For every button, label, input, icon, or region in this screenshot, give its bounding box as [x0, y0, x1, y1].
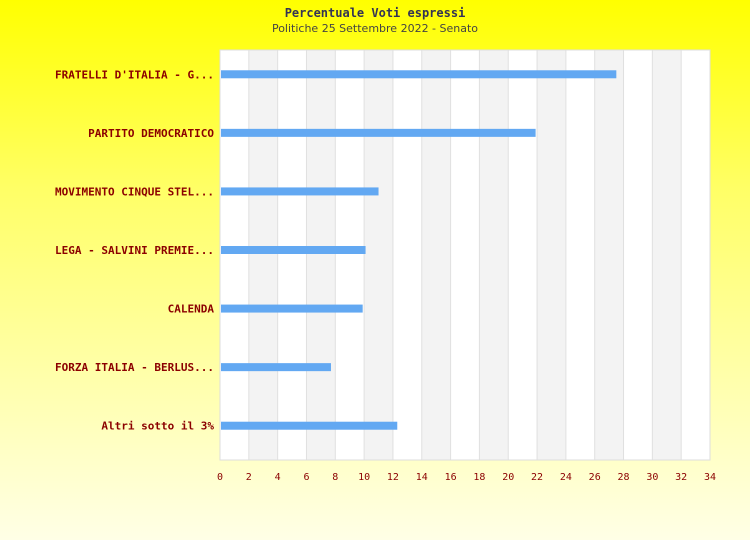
grid-band — [306, 50, 336, 460]
bar — [221, 70, 617, 79]
category-label: MOVIMENTO CINQUE STEL... — [55, 185, 214, 198]
x-tick-label: 12 — [387, 472, 399, 483]
grid-band — [537, 50, 566, 460]
x-tick-label: 20 — [502, 472, 514, 483]
x-tick-label: 28 — [618, 472, 630, 483]
chart-title: Percentuale Voti espressi — [284, 6, 466, 20]
plot-area — [220, 50, 710, 460]
x-tick-label: 26 — [589, 472, 601, 483]
x-tick-label: 8 — [332, 472, 338, 483]
grid-band — [248, 50, 278, 460]
x-tick-label: 22 — [531, 472, 543, 483]
x-tick-label: 24 — [560, 472, 572, 483]
category-label: FRATELLI D'ITALIA - G... — [55, 68, 214, 81]
x-tick-label: 18 — [473, 472, 485, 483]
x-tick-label: 30 — [646, 472, 658, 483]
category-label: CALENDA — [168, 303, 215, 316]
x-tick-label: 16 — [445, 472, 457, 483]
x-tick-label: 4 — [275, 472, 281, 483]
category-label: PARTITO DEMOCRATICO — [88, 127, 214, 140]
bar — [221, 363, 331, 372]
x-tick-label: 10 — [358, 472, 370, 483]
x-tick-label: 14 — [416, 472, 428, 483]
x-tick-label: 32 — [675, 472, 687, 483]
x-tick-label: 6 — [303, 472, 309, 483]
bar — [221, 187, 379, 196]
chart-subtitle: Politiche 25 Settembre 2022 - Senato — [271, 22, 479, 35]
grid-band — [364, 50, 393, 460]
category-label: LEGA - SALVINI PREMIE... — [55, 244, 214, 257]
bar — [221, 128, 536, 137]
bar — [221, 304, 363, 313]
grid-band — [479, 50, 509, 460]
category-label: FORZA ITALIA - BERLUS... — [55, 361, 214, 374]
grid-band — [421, 50, 451, 460]
x-tick-label: 34 — [704, 472, 716, 483]
x-tick-label: 0 — [217, 472, 223, 483]
bar — [221, 246, 366, 254]
grid-band — [594, 50, 624, 460]
x-tick-label: 2 — [246, 472, 252, 483]
grid-band — [652, 50, 682, 460]
plot-border — [219, 49, 711, 461]
category-label: Altri sotto il 3% — [101, 420, 214, 433]
bar — [221, 421, 398, 430]
